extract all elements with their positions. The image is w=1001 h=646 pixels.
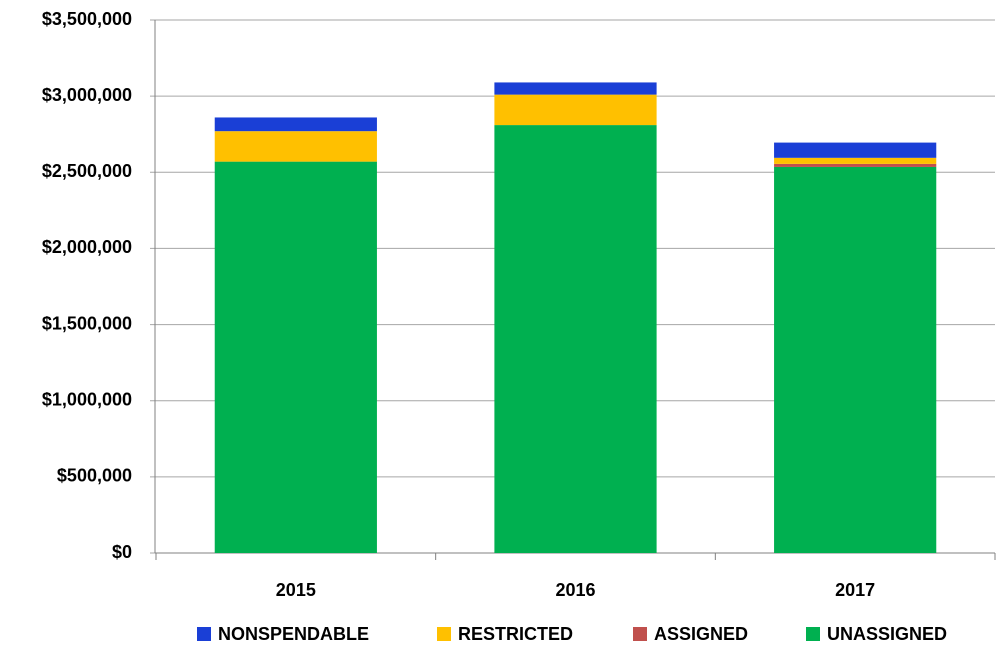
- legend-label: RESTRICTED: [458, 624, 573, 644]
- y-tick-label: $1,500,000: [42, 313, 132, 333]
- bar-segment: [214, 117, 377, 132]
- legend-label: NONSPENDABLE: [218, 624, 369, 644]
- legend-label: UNASSIGNED: [827, 624, 947, 644]
- legend-swatch: [197, 627, 211, 641]
- legend-label: ASSIGNED: [654, 624, 748, 644]
- bar-segment: [494, 125, 657, 553]
- y-tick-label: $3,000,000: [42, 85, 132, 105]
- bar-segment: [774, 163, 937, 167]
- x-tick-label: 2015: [276, 580, 316, 600]
- bar-segment: [774, 166, 937, 553]
- x-tick-label: 2016: [555, 580, 595, 600]
- y-tick-label: $0: [112, 542, 132, 562]
- y-tick-label: $500,000: [57, 466, 132, 486]
- bar-segment: [214, 161, 377, 553]
- y-tick-label: $1,000,000: [42, 389, 132, 409]
- legend-swatch: [806, 627, 820, 641]
- legend-swatch: [437, 627, 451, 641]
- bar-segment: [494, 82, 657, 95]
- y-tick-label: $2,000,000: [42, 237, 132, 257]
- x-tick-label: 2017: [835, 580, 875, 600]
- bar-segment: [214, 131, 377, 162]
- legend-swatch: [633, 627, 647, 641]
- y-tick-label: $2,500,000: [42, 161, 132, 181]
- y-tick-label: $3,500,000: [42, 9, 132, 29]
- bar-segment: [774, 157, 937, 164]
- bar-segment: [494, 94, 657, 126]
- bar-segment: [774, 142, 937, 158]
